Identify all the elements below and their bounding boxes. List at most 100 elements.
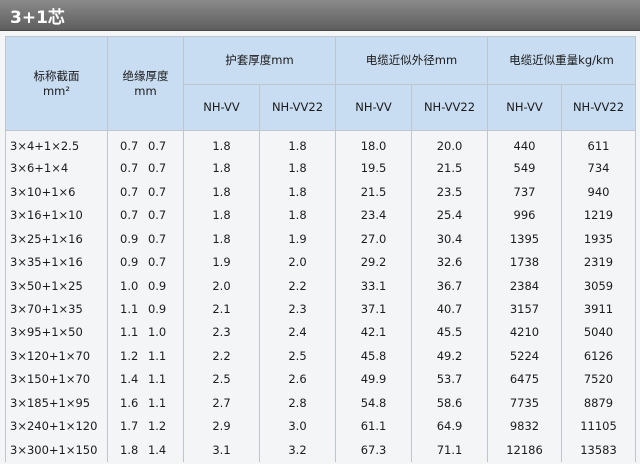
cell-weight-vv: 2384 <box>487 274 562 298</box>
cell-sheath-vv22: 1.8 <box>259 130 336 158</box>
cell-diameter-vv22: 45.5 <box>411 321 488 345</box>
cell-diameter-vv: 21.5 <box>335 180 412 204</box>
cell-sheath-vv: 1.9 <box>183 250 260 275</box>
cell-sheath-vv22: 3.2 <box>259 438 336 462</box>
cell-sheath-vv: 2.7 <box>183 391 260 416</box>
cell-nominal-section: 3×35+1×16 <box>5 250 108 275</box>
cell-weight-vv22: 5040 <box>560 321 637 345</box>
cell-nominal-section: 3×185+1×95 <box>5 391 108 416</box>
cell-sheath-vv: 1.8 <box>183 180 260 204</box>
cell-weight-vv22: 8879 <box>560 391 637 416</box>
cell-weight-vv: 549 <box>487 157 562 181</box>
table-row: 3×4+1×2.5 0.7 0.7 1.8 1.8 18.0 20.0 440 611 <box>5 130 637 158</box>
cell-weight-vv: 3157 <box>487 297 562 322</box>
cell-diameter-vv22: 53.7 <box>411 368 488 392</box>
table-row: 3×50+1×25 1.0 0.9 2.0 2.2 33.1 36.7 2384 3059 <box>5 274 637 298</box>
cell-insulation: 0.7 0.7 <box>107 180 184 204</box>
cell-insulation: 0.9 0.7 <box>107 250 184 275</box>
cell-weight-vv22: 3059 <box>560 274 637 298</box>
cell-insulation: 1.8 1.4 <box>107 438 184 462</box>
cell-weight-vv: 996 <box>487 203 562 228</box>
cell-sheath-vv22: 1.8 <box>259 157 336 181</box>
cell-weight-vv22: 611 <box>560 130 637 158</box>
subheader-diameter-vv22: NH-VV22 <box>411 84 488 131</box>
cell-weight-vv22: 734 <box>560 157 637 181</box>
table-row: 3×240+1×120 1.7 1.2 2.9 3.0 61.1 64.9 9832 1110… <box>5 415 637 439</box>
cell-weight-vv: 12186 <box>487 438 562 462</box>
cell-weight-vv: 440 <box>487 130 562 158</box>
cell-diameter-vv: 54.8 <box>335 391 412 416</box>
header-sheath: 护套厚度mm <box>183 36 336 85</box>
cell-weight-vv22: 940 <box>560 180 637 204</box>
cell-weight-vv22: 1219 <box>560 203 637 228</box>
cell-sheath-vv22: 2.2 <box>259 274 336 298</box>
cell-diameter-vv: 23.4 <box>335 203 412 228</box>
cell-nominal-section: 3×300+1×150 <box>5 438 108 462</box>
cell-weight-vv22: 13583 <box>560 438 637 462</box>
cell-diameter-vv: 67.3 <box>335 438 412 462</box>
cell-nominal-section: 3×70+1×35 <box>5 297 108 322</box>
cell-insulation: 1.2 1.1 <box>107 344 184 369</box>
cell-weight-vv22: 1935 <box>560 227 637 251</box>
cell-insulation: 1.4 1.1 <box>107 368 184 392</box>
cell-sheath-vv22: 2.8 <box>259 391 336 416</box>
subheader-diameter-vv: NH-VV <box>335 84 412 131</box>
cell-insulation: 0.9 0.7 <box>107 227 184 251</box>
table-row: 3×300+1×150 1.8 1.4 3.1 3.2 67.3 71.1 12186 135… <box>5 438 637 462</box>
table-row: 3×70+1×35 1.1 0.9 2.1 2.3 37.1 40.7 3157 3911 <box>5 297 637 322</box>
header-nominal-section: 标称截面 mm² <box>5 36 108 131</box>
table-row: 3×150+1×70 1.4 1.1 2.5 2.6 49.9 53.7 6475 7520 <box>5 368 637 392</box>
page-title: 3+1芯 <box>10 8 65 28</box>
cell-diameter-vv: 42.1 <box>335 321 412 345</box>
cell-diameter-vv: 37.1 <box>335 297 412 322</box>
cell-sheath-vv: 2.5 <box>183 368 260 392</box>
subheader-sheath-vv22: NH-VV22 <box>259 84 336 131</box>
title-bar: 3+1芯 <box>0 0 640 31</box>
cell-weight-vv: 7735 <box>487 391 562 416</box>
subheader-weight-vv22: NH-VV22 <box>560 84 637 131</box>
cell-diameter-vv22: 64.9 <box>411 415 488 439</box>
table-row: 3×35+1×16 0.9 0.7 1.9 2.0 29.2 32.6 1738 2319 <box>5 250 637 275</box>
cell-diameter-vv22: 23.5 <box>411 180 488 204</box>
cell-diameter-vv: 29.2 <box>335 250 412 275</box>
cell-sheath-vv22: 3.0 <box>259 415 336 439</box>
cell-nominal-section: 3×120+1×70 <box>5 344 108 369</box>
cell-sheath-vv22: 1.8 <box>259 203 336 228</box>
cell-weight-vv: 4210 <box>487 321 562 345</box>
cell-diameter-vv: 18.0 <box>335 130 412 158</box>
cell-diameter-vv22: 71.1 <box>411 438 488 462</box>
spec-table: 标称截面 mm² 绝缘厚度 mm 护套厚度mm 电缆近似外径mm 电缆近似重量k… <box>5 36 637 462</box>
header-insulation-label: 绝缘厚度 <box>122 68 169 83</box>
cell-nominal-section: 3×240+1×120 <box>5 415 108 439</box>
cell-sheath-vv22: 2.0 <box>259 250 336 275</box>
cell-sheath-vv: 2.3 <box>183 321 260 345</box>
cell-diameter-vv22: 32.6 <box>411 250 488 275</box>
cell-sheath-vv22: 2.6 <box>259 368 336 392</box>
cell-insulation: 0.7 0.7 <box>107 157 184 181</box>
cell-weight-vv: 5224 <box>487 344 562 369</box>
cell-insulation: 1.1 1.0 <box>107 321 184 345</box>
cell-diameter-vv22: 25.4 <box>411 203 488 228</box>
cell-diameter-vv22: 36.7 <box>411 274 488 298</box>
cell-diameter-vv22: 30.4 <box>411 227 488 251</box>
cell-diameter-vv22: 20.0 <box>411 130 488 158</box>
header-insulation: 绝缘厚度 mm <box>107 36 184 131</box>
subheader-weight-vv: NH-VV <box>487 84 562 131</box>
cell-nominal-section: 3×150+1×70 <box>5 368 108 392</box>
header-nominal-unit: mm² <box>42 83 70 98</box>
cell-insulation: 1.1 0.9 <box>107 297 184 322</box>
cell-sheath-vv: 2.1 <box>183 297 260 322</box>
cell-sheath-vv: 2.2 <box>183 344 260 369</box>
cell-diameter-vv22: 58.6 <box>411 391 488 416</box>
header-outer-diameter: 电缆近似外径mm <box>335 36 488 85</box>
cell-sheath-vv: 1.8 <box>183 227 260 251</box>
cell-nominal-section: 3×6+1×4 <box>5 157 108 181</box>
cell-nominal-section: 3×95+1×50 <box>5 321 108 345</box>
header-insulation-unit: mm <box>134 83 157 98</box>
cell-nominal-section: 3×4+1×2.5 <box>5 130 108 158</box>
table-row: 3×185+1×95 1.6 1.1 2.7 2.8 54.8 58.6 7735 8879 <box>5 391 637 416</box>
cell-sheath-vv22: 1.9 <box>259 227 336 251</box>
cell-sheath-vv: 3.1 <box>183 438 260 462</box>
cell-insulation: 0.7 0.7 <box>107 130 184 158</box>
cell-nominal-section: 3×16+1×10 <box>5 203 108 228</box>
